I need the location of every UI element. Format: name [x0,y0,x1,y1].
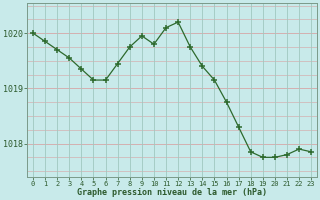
X-axis label: Graphe pression niveau de la mer (hPa): Graphe pression niveau de la mer (hPa) [77,188,267,197]
